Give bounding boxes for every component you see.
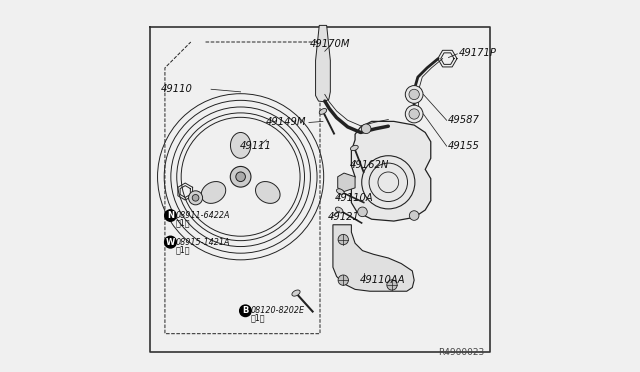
Ellipse shape [351, 145, 358, 151]
Ellipse shape [201, 182, 226, 203]
Text: 49155: 49155 [447, 141, 479, 151]
Ellipse shape [292, 290, 300, 296]
Circle shape [236, 172, 245, 182]
Circle shape [338, 275, 348, 285]
Polygon shape [351, 121, 431, 221]
Text: R4900023: R4900023 [438, 347, 484, 357]
Text: （1）: （1） [175, 245, 190, 254]
Circle shape [362, 124, 371, 134]
Circle shape [189, 191, 203, 205]
Text: B: B [242, 306, 248, 315]
Text: 08915-1421A: 08915-1421A [175, 238, 230, 247]
Text: 49170M: 49170M [310, 39, 350, 49]
Polygon shape [316, 25, 330, 102]
Text: （1）: （1） [251, 314, 265, 323]
Circle shape [230, 166, 251, 187]
Polygon shape [333, 225, 414, 291]
Text: 49149M: 49149M [266, 118, 306, 128]
Text: 49110A: 49110A [335, 193, 374, 203]
Ellipse shape [337, 189, 344, 194]
Text: W: W [166, 238, 175, 247]
Text: 49587: 49587 [447, 115, 479, 125]
Text: 08911-6422A: 08911-6422A [175, 211, 230, 220]
Ellipse shape [255, 182, 280, 203]
Text: 08120-8202E: 08120-8202E [251, 306, 305, 315]
Polygon shape [338, 173, 355, 192]
Text: 49111: 49111 [239, 141, 271, 151]
Circle shape [387, 280, 397, 290]
Text: （1）: （1） [175, 218, 190, 227]
Text: 49110: 49110 [161, 84, 193, 94]
Circle shape [338, 234, 348, 245]
Ellipse shape [230, 132, 251, 158]
Circle shape [192, 195, 199, 201]
Ellipse shape [319, 109, 326, 114]
Circle shape [410, 211, 419, 220]
Text: 49121: 49121 [328, 212, 359, 222]
Circle shape [405, 105, 423, 123]
Ellipse shape [335, 207, 343, 213]
Text: 49162N: 49162N [350, 160, 390, 170]
Text: N: N [167, 211, 174, 220]
Circle shape [358, 207, 367, 217]
Circle shape [409, 109, 419, 119]
Text: 49110AA: 49110AA [360, 275, 406, 285]
Circle shape [409, 89, 419, 100]
Circle shape [405, 86, 423, 103]
Text: 49171P: 49171P [458, 48, 497, 58]
